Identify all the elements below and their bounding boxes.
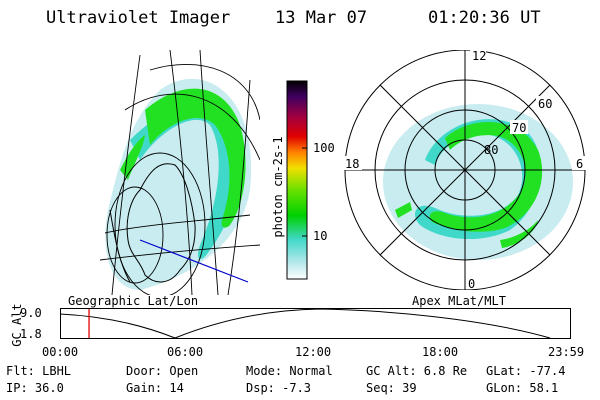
orbit-xtick-0600: 06:00 — [167, 345, 204, 359]
mlt-label-0: 0 — [468, 277, 475, 290]
lat-label-80: 80 — [484, 143, 498, 157]
orbit-altitude-plot — [60, 308, 571, 339]
orbit-ytick-bottom: 1.8 — [20, 327, 42, 341]
colorbar — [286, 80, 308, 280]
colorbar-tick-10: 10 — [313, 229, 328, 243]
lat-label-60: 60 — [538, 97, 552, 111]
status-glon: GLon: 58.1 — [486, 381, 559, 395]
orbit-xtick-2359: 23:59 — [548, 345, 585, 359]
mlt-label-18: 18 — [345, 157, 359, 171]
satellite-track — [139, 239, 249, 283]
mlt-label-12: 12 — [472, 50, 486, 63]
apex-polar-plot: 12 18 6 0 60 70 80 — [342, 50, 586, 290]
status-seq: Seq: 39 — [366, 381, 417, 395]
status-flt: Flt: LBHL — [6, 364, 72, 378]
time-label: 01:20:36 UT — [428, 8, 541, 28]
altitude-curve — [60, 308, 551, 339]
orbit-xtick-1200: 12:00 — [295, 345, 332, 359]
apex-label: Apex MLat/MLT — [412, 294, 506, 308]
status-ip: IP: 36.0 — [6, 381, 64, 395]
geographic-label: Geographic Lat/Lon — [68, 294, 199, 308]
orbit-xtick-0000: 00:00 — [42, 345, 79, 359]
status-mode: Mode: Normal — [246, 364, 333, 378]
aurora-bright-region — [145, 88, 246, 228]
status-gain: Gain: 14 — [126, 381, 184, 395]
instrument-title: Ultraviolet Imager — [46, 8, 231, 28]
status-gcalt: GC Alt: 6.8 Re — [366, 364, 468, 378]
colorbar-tick-100: 100 — [313, 141, 335, 155]
geographic-image — [100, 50, 260, 295]
status-door: Door: Open — [126, 364, 199, 378]
orbit-ytick-top: 9.0 — [20, 306, 42, 320]
continent-outline — [126, 163, 196, 283]
status-dsp: Dsp: -7.3 — [246, 381, 312, 395]
status-glat: GLat: -77.4 — [486, 364, 566, 378]
colorbar-title: photon cm-2s-1 — [271, 136, 285, 238]
lat-label-70: 70 — [512, 121, 526, 135]
orbit-xtick-1800: 18:00 — [422, 345, 459, 359]
date-label: 13 Mar 07 — [275, 8, 368, 28]
mlt-label-6: 6 — [576, 157, 583, 171]
